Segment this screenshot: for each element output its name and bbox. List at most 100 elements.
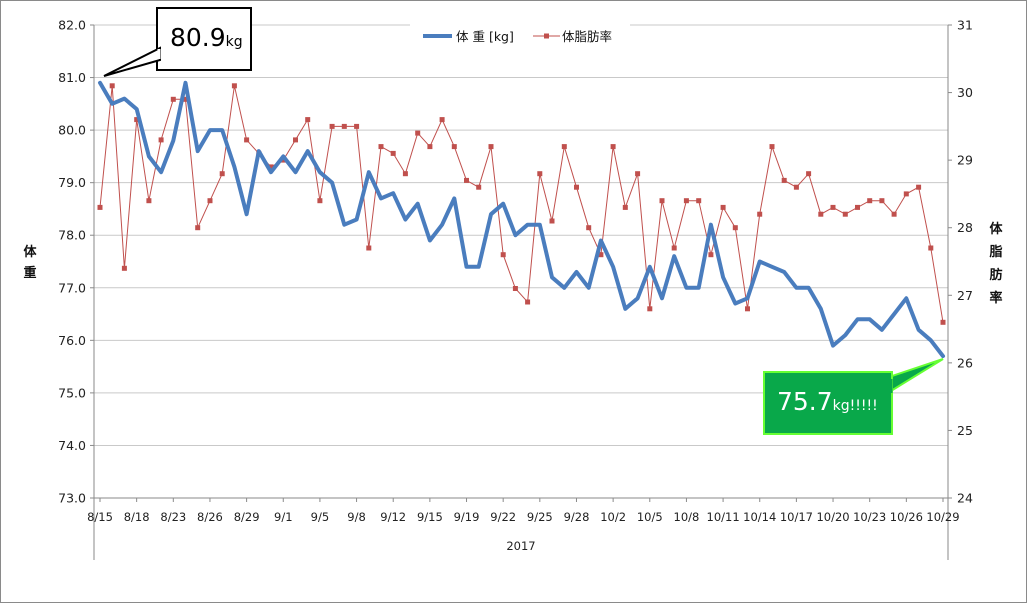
bodyfat-point [708, 252, 714, 258]
callout-start-weight: 80.9kg [103, 7, 252, 77]
left-axis-title: 体重 [23, 244, 37, 281]
x-tick-label: 9/5 [311, 510, 330, 524]
x-tick-label: 10/14 [743, 510, 776, 524]
bodyfat-point [244, 137, 250, 143]
left-tick-label: 74.0 [58, 438, 86, 453]
right-axis-title-char: 肪 [989, 267, 1002, 283]
callout-end-unit: kg!!!!! [833, 398, 878, 414]
right-tick-label: 29 [957, 153, 973, 168]
bodyfat-point [732, 225, 738, 231]
bodyfat-point [537, 171, 543, 177]
right-tick-label: 26 [957, 355, 973, 370]
x-tick-label: 10/2 [600, 510, 626, 524]
bodyfat-point [415, 130, 421, 136]
callout-start-text: 80.9kg [170, 23, 243, 52]
x-tick-label: 10/17 [780, 510, 813, 524]
bodyfat-point [891, 211, 897, 217]
x-tick-label: 10/11 [707, 510, 740, 524]
right-axis-title: 体脂肪率 [988, 221, 1003, 306]
bodyfat-point [525, 299, 531, 305]
left-tick-label: 76.0 [58, 333, 86, 348]
weight-line [98, 80, 945, 359]
bodyfat-point [635, 171, 641, 177]
bodyfat-point [231, 83, 237, 89]
bodyfat-point [97, 204, 103, 210]
x-axis-group-label: 2017 [506, 539, 535, 553]
bodyfat-point [574, 184, 579, 190]
left-tick-label: 82.0 [58, 18, 86, 33]
x-tick-label: 8/29 [234, 510, 260, 524]
bodyfat-point [329, 123, 335, 129]
bodyfat-point [818, 211, 824, 217]
bodyfat-point [586, 225, 592, 231]
bodyfat-point [806, 171, 812, 177]
bodyfat-point [488, 144, 494, 150]
callout-start-value: 80.9 [170, 23, 226, 52]
bodyfat-point [647, 306, 653, 312]
left-tick-label: 73.0 [58, 491, 86, 506]
right-axis-title-char: 脂 [988, 244, 1002, 260]
bodyfat-point [671, 245, 677, 251]
bodyfat-point [366, 245, 372, 251]
bodyfat-point [928, 245, 934, 251]
bodyfat-point [121, 265, 127, 271]
x-tick-label: 10/29 [926, 510, 959, 524]
axes [93, 25, 949, 560]
x-tick-label: 10/5 [637, 510, 663, 524]
callout-start-box [156, 7, 252, 71]
left-axis-title-char: 体 [23, 244, 37, 260]
right-tick-label: 31 [957, 18, 973, 33]
bodyfat-point [940, 319, 946, 325]
x-tick-label: 9/1 [274, 510, 293, 524]
bodyfat-point [109, 83, 115, 89]
left-tick-label: 75.0 [58, 385, 86, 400]
legend-background [410, 24, 630, 46]
bodyfat-point [598, 252, 604, 258]
callout-end-box [763, 371, 893, 435]
bodyfat-point [830, 204, 836, 210]
bodyfat-point [183, 96, 188, 102]
bodyfat-point [390, 150, 396, 156]
right-axis-ticks: 24 25 26 27 28 29 30 31 [948, 18, 973, 506]
bodyfat-point [354, 123, 360, 129]
x-tick-label: 9/19 [454, 510, 480, 524]
callout-end-value: 75.7 [777, 387, 833, 416]
x-tick-label: 9/25 [527, 510, 553, 524]
bodyfat-point [512, 286, 518, 291]
bodyfat-point [207, 198, 213, 204]
series-bodyfat [97, 83, 946, 325]
bodyfat-point [464, 177, 469, 183]
bodyfat-point [195, 225, 201, 231]
bodyfat-point [903, 191, 909, 197]
x-tick-label: 9/28 [564, 510, 590, 524]
bodyfat-point [757, 211, 763, 217]
callout-start-unit: kg [226, 34, 243, 50]
x-axis-ticks: 8/15 8/18 8/23 8/26 8/29 9/1 9/5 9/8 9/12 9/15 9/1… [87, 498, 960, 524]
bodyfat-point [305, 117, 311, 123]
bodyfat-point [855, 204, 860, 210]
x-tick-label: 9/22 [490, 510, 516, 524]
right-tick-label: 25 [957, 423, 973, 438]
bodyfat-point [170, 96, 176, 102]
series-weight [98, 80, 945, 359]
legend: 体 重 [kg] 体脂肪率 [410, 24, 630, 46]
bodyfat-point [134, 117, 140, 123]
x-tick-label: 10/23 [853, 510, 886, 524]
right-tick-label: 30 [957, 85, 973, 100]
bodyfat-line [99, 85, 944, 323]
bodyfat-point [268, 164, 274, 170]
bodyfat-point [610, 144, 616, 150]
bodyfat-point [158, 137, 164, 143]
right-tick-label: 28 [957, 220, 973, 235]
left-tick-label: 80.0 [58, 123, 86, 138]
right-tick-label: 27 [957, 288, 973, 303]
bodyfat-point [549, 218, 555, 224]
bodyfat-point [916, 184, 922, 190]
left-tick-label: 77.0 [58, 280, 86, 295]
bodyfat-point [696, 198, 702, 204]
right-axis-title-char: 体 [989, 221, 1003, 237]
legend-bodyfat-label: 体脂肪率 [562, 29, 612, 44]
bodyfat-point [293, 137, 298, 143]
x-tick-label: 9/8 [347, 510, 366, 524]
